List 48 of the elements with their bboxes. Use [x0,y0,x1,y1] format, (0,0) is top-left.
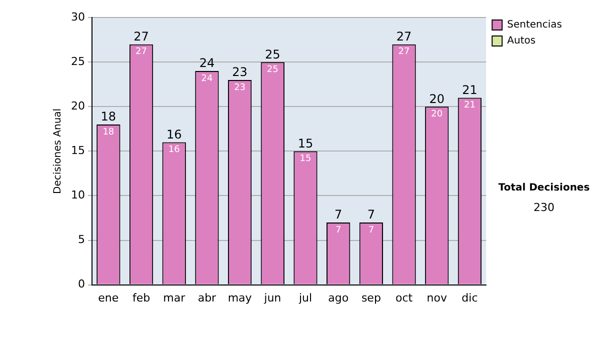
x-tick-label: jul [298,291,312,304]
total-label: 27 [134,29,149,44]
x-tick-label: abr [198,291,217,304]
x-tick-label: mar [163,291,186,304]
y-tick-label: 5 [78,233,85,246]
total-label: 20 [429,92,445,106]
data-label: 16 [168,145,180,156]
data-label: 23 [234,82,246,93]
data-label: 20 [431,110,443,120]
y-tick-label: 25 [70,54,85,68]
data-label: 7 [368,225,374,236]
x-tick-label: ago [328,291,349,304]
y-tick-label: 10 [70,188,85,202]
data-label: 15 [300,154,312,164]
x-tick-label: nov [426,291,448,304]
data-label: 27 [136,47,147,58]
total-label: 7 [334,208,342,222]
data-label: 7 [335,225,342,236]
total-label: 7 [367,208,375,222]
x-tick-label: feb [132,291,150,304]
legend-label: Sentencias [507,20,562,31]
y-axis-title: Decisiones Anual [52,108,64,194]
x-tick-label: jun [263,291,282,304]
y-tick-label: 30 [70,10,85,24]
y-tick-label: 20 [70,100,85,113]
data-label: 24 [201,74,213,84]
total-label: 16 [166,127,182,142]
data-label: 18 [102,127,114,138]
legend-label: Autos [507,36,536,47]
total-label: 25 [265,47,280,62]
total-label: 24 [199,56,215,70]
total-label: 15 [298,136,314,150]
total-label: 27 [396,29,412,44]
x-tick-label: ene [98,291,119,304]
x-tick-label: dic [462,291,478,304]
data-label: 25 [266,64,278,75]
total-label: 21 [462,82,478,97]
x-tick-label: sep [361,291,381,304]
text: 230 [534,200,554,214]
x-tick-label: oct [395,291,414,304]
x-tick-label: may [228,291,252,304]
text: Total Decisiones [498,182,590,194]
total-label: 23 [232,65,248,80]
total-label: 18 [100,110,116,124]
data-label: 27 [398,47,410,58]
data-label: 21 [464,100,476,111]
y-tick-label: 15 [70,144,85,158]
y-tick-label: 0 [78,278,85,291]
